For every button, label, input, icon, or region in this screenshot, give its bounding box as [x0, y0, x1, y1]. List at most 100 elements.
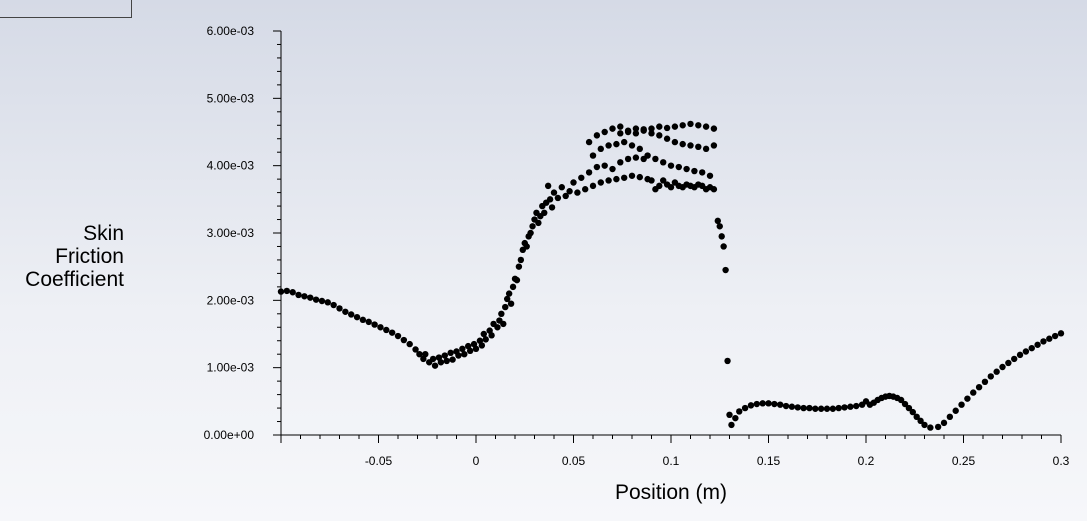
data-point: [1034, 341, 1041, 348]
data-point: [550, 189, 558, 196]
data-point: [455, 352, 462, 359]
data-point: [613, 175, 620, 183]
y-tick-label: 2.00e-03: [207, 293, 255, 307]
data-point: [461, 351, 468, 358]
data-point: [523, 243, 530, 250]
data-point: [502, 303, 509, 311]
data-point: [728, 421, 735, 429]
data-point: [987, 373, 994, 380]
data-point: [509, 283, 517, 291]
data-point: [593, 163, 601, 171]
data-point: [675, 163, 682, 171]
x-axis-title: Position (m): [615, 481, 727, 504]
data-point: [593, 132, 601, 139]
data-point: [652, 155, 659, 163]
data-point: [585, 138, 593, 146]
data-point: [589, 152, 597, 159]
data-point: [472, 345, 480, 353]
data-point: [498, 310, 505, 317]
data-point: [671, 123, 679, 130]
data-point: [336, 305, 343, 312]
axes: [280, 31, 1061, 436]
data-point: [679, 140, 686, 148]
data-point: [940, 419, 948, 427]
data-point: [431, 362, 439, 369]
data-point: [656, 123, 663, 130]
data-point: [437, 359, 445, 366]
x-tick-label: 0.2: [858, 454, 875, 468]
data-point: [301, 293, 308, 300]
data-point: [324, 299, 331, 306]
data-point: [726, 411, 733, 418]
data-point: [422, 351, 429, 358]
data-point: [443, 357, 450, 365]
data-point: [482, 336, 489, 343]
y-tick-label: 0.00e+00: [204, 428, 255, 442]
data-point: [558, 184, 565, 191]
data-point: [394, 332, 402, 340]
data-point: [527, 229, 534, 237]
y-axis-title-line: Coefficient: [25, 268, 124, 291]
data-point: [621, 174, 628, 181]
x-tick-label: 0: [473, 454, 480, 468]
y-tick-label: 6.00e-03: [207, 24, 255, 38]
data-point: [400, 336, 408, 344]
data-point: [632, 130, 640, 137]
data-point: [695, 122, 702, 129]
data-point: [958, 401, 965, 408]
data-point: [562, 192, 569, 200]
data-point: [909, 408, 916, 416]
data-point: [970, 389, 977, 396]
data-point: [964, 395, 971, 402]
data-point: [613, 140, 620, 148]
data-point: [1040, 338, 1047, 345]
data-point: [515, 263, 523, 270]
data-point: [589, 182, 597, 190]
data-point: [946, 413, 954, 421]
data-point: [617, 159, 624, 166]
data-point: [905, 404, 913, 412]
y-axis-ticks: 0.00e+00 1.00e-03 2.00e-03 3.00e-03 4.00e-03…: [204, 24, 281, 442]
data-point: [741, 404, 749, 412]
data-point: [609, 165, 616, 173]
data-point: [609, 125, 616, 132]
data-point: [388, 329, 396, 336]
data-point: [771, 400, 778, 408]
data-point: [901, 400, 909, 408]
data-point: [794, 404, 801, 411]
data-point: [617, 123, 624, 130]
data-point: [295, 291, 302, 299]
data-point: [504, 295, 511, 303]
data-point: [934, 423, 942, 431]
data-point: [353, 313, 361, 321]
data-point: [546, 196, 554, 203]
data-point: [765, 400, 772, 407]
data-point: [710, 142, 718, 149]
data-point: [699, 169, 706, 176]
data-point: [952, 407, 959, 414]
data-point: [683, 165, 690, 173]
data-point: [541, 209, 548, 216]
data-point: [913, 413, 920, 421]
data-point: [1051, 332, 1059, 340]
data-point: [847, 403, 854, 410]
data-point: [702, 145, 710, 153]
data-point: [601, 128, 608, 136]
data-point: [640, 126, 647, 133]
data-point: [342, 308, 349, 315]
data-point: [416, 351, 423, 358]
data-point: [823, 405, 831, 412]
data-point: [605, 177, 612, 184]
data-point: [406, 340, 413, 348]
data-point: [459, 345, 466, 353]
data-point: [747, 402, 755, 409]
data-point: [1057, 330, 1065, 337]
data-point: [605, 142, 612, 149]
data-point: [835, 404, 842, 412]
data-points: [277, 120, 1065, 431]
data-point: [706, 172, 714, 179]
x-tick-label: 0.15: [757, 454, 781, 468]
data-point: [999, 363, 1006, 371]
data-point: [505, 290, 513, 297]
data-point: [663, 124, 671, 132]
